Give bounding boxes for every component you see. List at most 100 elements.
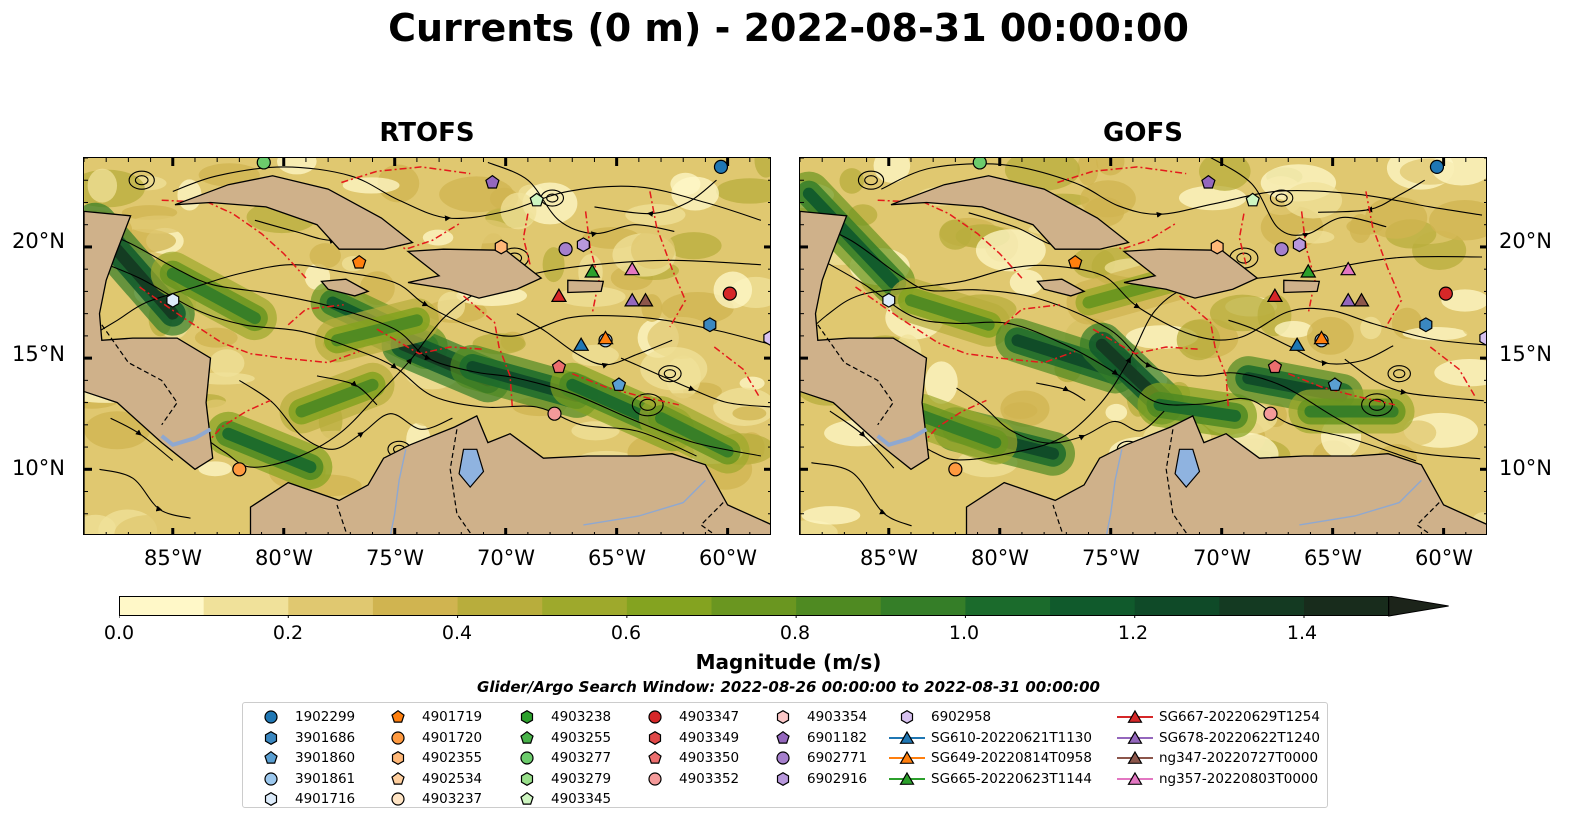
x-tick-label-rtofs: 65°W — [588, 546, 646, 570]
colorbar-bin — [626, 596, 712, 616]
panel-title-rtofs: RTOFS — [379, 118, 475, 148]
legend-entry: 4903255 — [507, 728, 611, 748]
legend-label: 4903354 — [807, 709, 868, 725]
legend-marker-circle-icon — [264, 710, 278, 724]
marker-4903350 — [551, 359, 567, 374]
land-masses — [84, 175, 770, 534]
legend-label: 4902355 — [422, 750, 483, 766]
legend-label: 6901182 — [807, 729, 868, 746]
colorbar-tick-label: 1.4 — [1286, 622, 1318, 644]
y-tick-label-right: 20°N — [1499, 229, 1552, 253]
legend-marker-pentagon-icon — [264, 750, 278, 764]
colorbar-bin — [1304, 596, 1390, 616]
legend-label: SG649-20220814T0958 — [931, 750, 1092, 766]
colorbar-bin — [119, 596, 205, 616]
marker-4902355 — [494, 239, 508, 255]
legend-marker-hexagon-icon — [648, 730, 662, 745]
legend-marker-pentagon-icon — [520, 730, 534, 744]
legend-entry: 4903345 — [507, 789, 611, 809]
legend-label: 4903345 — [551, 791, 612, 807]
colorbar-tick-label: 0.0 — [103, 622, 135, 644]
colorbar-bin — [203, 596, 289, 616]
legend-entry: 4901720 — [378, 728, 482, 748]
land-cuba — [174, 175, 414, 250]
legend-entry: SG667-20220629T1254 — [1115, 707, 1320, 727]
map-panel-gofs[interactable] — [799, 157, 1487, 535]
legend-label: SG665-20220623T1144 — [931, 770, 1092, 787]
land-cuba — [890, 175, 1130, 250]
legend: 1902299 3901686 3901860 3901861 4901716 49017… — [242, 702, 1328, 808]
colorbar-bin — [542, 596, 628, 616]
legend-marker-hexagon-icon — [776, 771, 790, 786]
legend-label: 6902958 — [931, 709, 992, 725]
legend-label: 4903349 — [679, 729, 740, 746]
y-tick-label-right: 10°N — [1499, 456, 1552, 480]
legend-marker-hexagon-icon — [520, 771, 534, 786]
legend-marker-triangle-icon — [1127, 709, 1143, 723]
legend-entry: ng347-20220727T0000 — [1115, 748, 1318, 768]
marker-4903277 — [256, 158, 271, 170]
legend-marker-hexagon-icon — [264, 792, 278, 806]
marker-4903352 — [1263, 406, 1278, 421]
legend-label: 4901720 — [422, 729, 483, 746]
marker-3901860 — [611, 377, 627, 391]
colorbar-bin — [796, 596, 882, 616]
marker-SG665-20220623T1144 — [584, 263, 601, 278]
colorbar-bin — [1219, 596, 1305, 616]
y-tick-label-right: 15°N — [1499, 342, 1552, 366]
marker-SG667-20220629T1254 — [550, 288, 568, 302]
colorbar-tick-label: 0.4 — [441, 622, 473, 644]
x-tick-label-gofs: 60°W — [1415, 546, 1473, 570]
colorbar-bin — [372, 596, 459, 616]
marker-6902916 — [1292, 237, 1306, 253]
marker-4901716 — [882, 292, 896, 308]
colorbar-bin — [457, 596, 543, 616]
marker-ng357-20220803T0000 — [624, 261, 641, 276]
legend-entry: ng357-20220803T0000 — [1115, 769, 1318, 789]
legend-label: 6902771 — [807, 750, 868, 766]
marker-3901686 — [703, 317, 717, 333]
legend-entry: 6902771 — [763, 748, 867, 768]
legend-entry: 6901182 — [763, 728, 867, 748]
legend-marker-circle-icon — [391, 792, 405, 806]
legend-marker-triangle-icon — [899, 771, 915, 785]
legend-marker-triangle-icon — [899, 730, 915, 744]
legend-label: 4903350 — [679, 750, 740, 766]
marker-4903277 — [972, 158, 987, 170]
lake-icon — [1174, 448, 1201, 489]
legend-entry: SG678-20220622T1240 — [1115, 728, 1320, 748]
marker-SG610-20220621T1130 — [1289, 337, 1306, 351]
legend-marker-circle-icon — [648, 771, 662, 786]
marker-4903345 — [529, 192, 544, 207]
land-hispaniola — [406, 248, 543, 299]
colorbar-tick-label: 0.2 — [272, 622, 304, 644]
legend-label: SG610-20220621T1130 — [931, 729, 1092, 746]
land-puertorico — [1283, 279, 1321, 294]
marker-4903347 — [1438, 286, 1453, 301]
legend-marker-hexagon-icon — [264, 730, 278, 745]
legend-entry: 3901861 — [251, 769, 355, 789]
x-tick-label-rtofs: 80°W — [255, 546, 313, 570]
legend-marker-pentagon-icon — [648, 750, 662, 764]
colorbar-tick-label: 1.0 — [948, 622, 980, 644]
legend-marker-pentagon-icon — [776, 730, 790, 744]
legend-label: 3901860 — [295, 750, 356, 766]
legend-marker-circle-icon — [520, 751, 534, 765]
map-panel-rtofs[interactable] — [83, 157, 771, 535]
marker-4903350 — [1267, 359, 1283, 374]
legend-label: 4903277 — [551, 750, 612, 766]
legend-label: 1902299 — [295, 709, 356, 725]
panel-title-gofs: GOFS — [1103, 118, 1183, 148]
land-hispaniola — [1122, 248, 1259, 299]
search-window-label: Glider/Argo Search Window: 2022-08-26 00… — [477, 678, 1100, 696]
y-tick-label-left: 15°N — [12, 342, 65, 366]
legend-marker-hexagon-icon — [776, 710, 790, 724]
land-jamaica — [320, 278, 370, 297]
x-tick-label-gofs: 70°W — [1193, 546, 1251, 570]
land-south — [249, 415, 770, 534]
marker-ng357-20220803T0000 — [1340, 261, 1357, 276]
x-tick-label-gofs: 75°W — [1082, 546, 1140, 570]
legend-label: 4901716 — [295, 791, 356, 807]
legend-label: 4903255 — [551, 729, 612, 746]
marker-ng347-20220727T0000 — [637, 292, 654, 307]
